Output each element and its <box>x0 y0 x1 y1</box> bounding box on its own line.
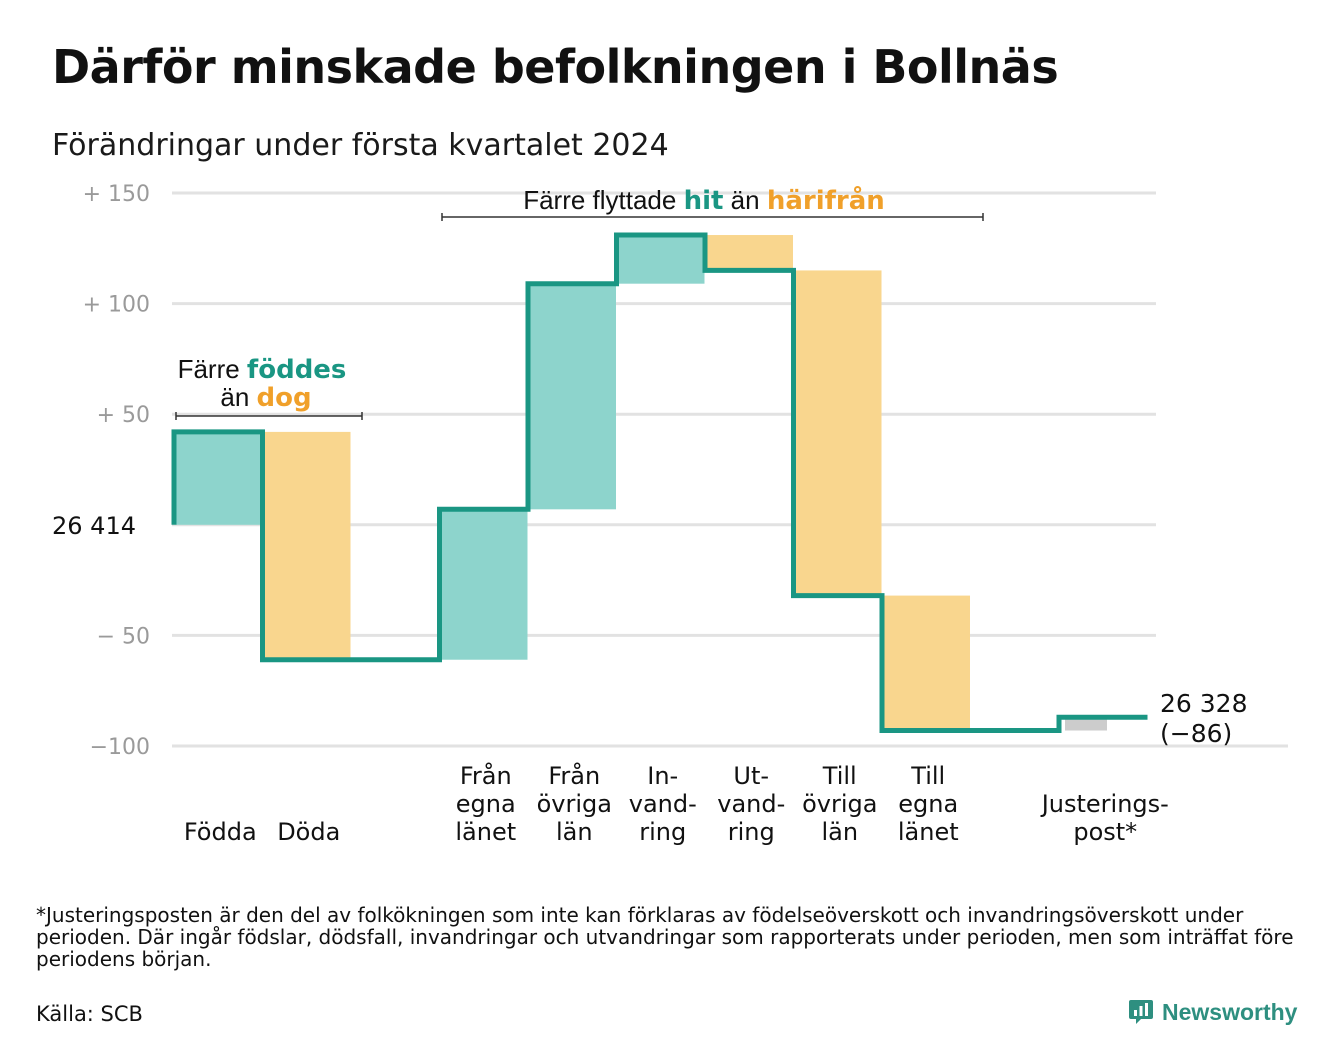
category-label: egna <box>456 790 516 818</box>
annotation-highlight-teal: hit <box>684 186 724 216</box>
category-label: vand- <box>717 790 785 818</box>
bar-adjustment <box>1065 717 1107 731</box>
category-label: övriga <box>802 790 877 818</box>
category-label: Justerings- <box>1040 790 1169 818</box>
category-label: post* <box>1073 818 1137 846</box>
start-value-label: 26 414 <box>52 512 136 540</box>
chart-title: Därför minskade befolkningen i Bollnäs <box>52 40 1059 94</box>
annotation-text: än <box>723 185 766 215</box>
waterfall-chart: + 150 + 100 + 50 − 50 −100 26 414 Födda Döda Frå… <box>52 182 1288 846</box>
bar-chart-speech-bubble-icon <box>1129 1000 1153 1024</box>
y-tick-label: + 100 <box>83 293 150 318</box>
annotation-births-deaths-line2: än dog <box>220 382 311 413</box>
annotation-text: Färre flyttade <box>523 185 683 215</box>
source-label: Källa: SCB <box>36 1002 143 1026</box>
bar-increase <box>530 283 616 510</box>
y-tick-label: −100 <box>90 735 150 760</box>
population-step-line <box>171 232 1148 733</box>
end-change-label: (−86) <box>1160 719 1232 748</box>
y-tick-label: − 50 <box>97 624 150 649</box>
bar-decrease <box>795 270 882 596</box>
category-label: Ut- <box>733 762 769 790</box>
annotation-highlight-teal: föddes <box>247 355 347 385</box>
brand-name: Newsworthy <box>1162 998 1298 1025</box>
chart-subtitle: Förändringar under första kvartalet 2024 <box>52 128 669 163</box>
y-tick-label: + 150 <box>83 182 150 207</box>
category-label: vand- <box>629 790 697 818</box>
category-label: Till <box>910 762 945 790</box>
bar-decrease <box>264 431 351 660</box>
category-label: länet <box>455 818 516 846</box>
brand-logo: Newsworthy <box>1128 998 1297 1026</box>
category-label: Döda <box>277 818 340 846</box>
category-label: län <box>821 818 858 846</box>
category-label: län <box>556 818 593 846</box>
bar-increase <box>618 235 705 284</box>
annotation-text: Färre <box>178 354 247 384</box>
footnote: *Justeringsposten är den del av folkökni… <box>36 903 1294 971</box>
y-tick-label: + 50 <box>97 403 150 428</box>
bar-increase <box>176 431 262 525</box>
category-label: ring <box>639 818 686 846</box>
category-label: ring <box>728 818 775 846</box>
bar-decrease <box>884 595 970 731</box>
category-label: In- <box>647 762 678 790</box>
annotation-highlight-orange: härifrån <box>767 184 885 216</box>
category-label: egna <box>898 790 958 818</box>
category-label: Till <box>822 762 857 790</box>
category-label: länet <box>898 818 959 846</box>
annotation-migration: Färre flyttade hit än härifrån <box>523 184 885 216</box>
bar-decrease <box>707 235 793 271</box>
category-label: Födda <box>184 818 257 846</box>
annotation-highlight-orange: dog <box>257 383 312 413</box>
category-label: Från <box>460 761 512 790</box>
bar-increase <box>441 509 528 660</box>
category-label: Från <box>548 761 600 790</box>
category-label: övriga <box>537 790 612 818</box>
end-value-label: 26 328 <box>1160 689 1247 718</box>
annotation-births-deaths-line1: Färre föddes <box>178 354 347 385</box>
annotation-text: än <box>220 382 256 412</box>
